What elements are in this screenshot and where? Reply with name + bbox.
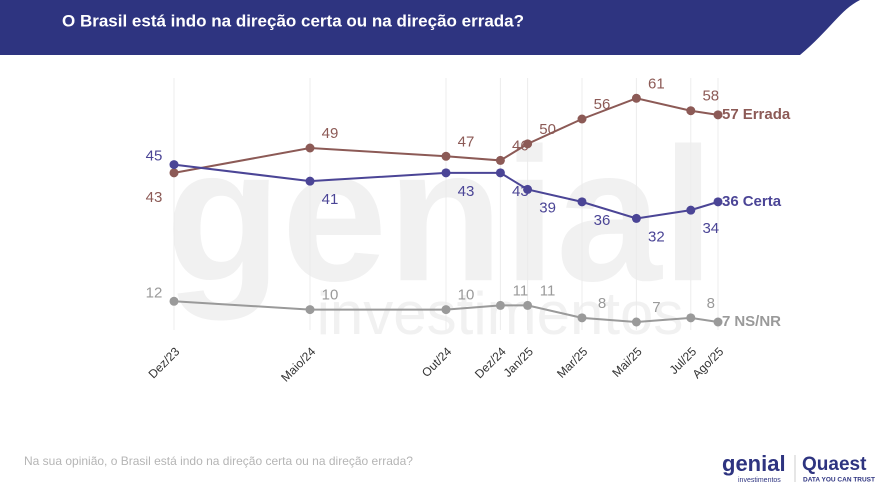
data-point — [631, 213, 641, 223]
chart-title: O Brasil está indo na direção certa ou n… — [62, 11, 524, 30]
x-tick-label: Mar/25 — [554, 344, 591, 381]
data-label: 34 — [702, 220, 719, 237]
legend-label: Errada — [743, 106, 791, 123]
data-point — [713, 317, 723, 327]
data-point — [169, 296, 179, 306]
legend-label: NS/NR — [734, 313, 781, 330]
data-label: 11 — [513, 282, 529, 299]
data-point — [495, 168, 505, 178]
x-tick-label: Ago/25 — [690, 344, 727, 381]
data-label: 7 — [652, 299, 660, 316]
data-label: 32 — [648, 228, 665, 245]
logo-quaest: Quaest — [802, 454, 867, 475]
legend-label: Certa — [743, 193, 782, 210]
data-label: 8 — [707, 295, 715, 312]
x-tick-label: Dez/23 — [146, 344, 183, 381]
data-point — [441, 151, 451, 161]
logo-genial: genial — [722, 451, 786, 476]
data-point — [631, 317, 641, 327]
data-label: 49 — [322, 125, 339, 142]
data-point — [169, 168, 179, 178]
end-label: 36 Certa — [722, 193, 782, 210]
data-point — [686, 106, 696, 116]
data-label: 61 — [648, 75, 665, 92]
data-point — [686, 313, 696, 323]
data-label: 50 — [539, 121, 556, 138]
x-tick-label: Mai/25 — [609, 344, 645, 380]
logo-quaest-sub: DATA YOU CAN TRUST — [803, 477, 875, 484]
x-tick-label: Maio/24 — [278, 344, 318, 384]
end-label: 7 NS/NR — [722, 313, 781, 330]
data-label: 58 — [702, 88, 719, 105]
x-tick-label: Out/24 — [419, 344, 455, 380]
data-point — [577, 114, 587, 124]
data-label: 11 — [540, 282, 556, 299]
data-point — [631, 93, 641, 103]
data-label: 7 — [722, 313, 730, 330]
data-label: 36 — [722, 193, 739, 210]
data-point — [305, 176, 315, 186]
x-tick-label: Jan/25 — [501, 344, 537, 380]
data-label: 57 — [722, 106, 739, 123]
x-tick-label: Dez/24 — [472, 344, 509, 381]
data-label: 43 — [458, 183, 475, 200]
data-point — [169, 160, 179, 170]
data-label: 45 — [146, 148, 163, 165]
data-label: 10 — [458, 287, 475, 304]
data-label: 39 — [539, 199, 556, 216]
data-point — [523, 139, 533, 149]
data-label: 41 — [322, 191, 339, 208]
footnote: Na sua opinião, o Brasil está indo na di… — [24, 454, 413, 468]
end-label: 57 Errada — [722, 106, 791, 123]
data-point — [523, 300, 533, 310]
data-point — [495, 300, 505, 310]
data-point — [441, 168, 451, 178]
data-point — [305, 143, 315, 153]
header-band — [0, 0, 860, 55]
data-point — [686, 205, 696, 215]
data-point — [713, 110, 723, 120]
data-point — [441, 305, 451, 315]
logo-genial-sub: investimentos — [738, 477, 781, 484]
data-label: 12 — [146, 284, 163, 301]
data-point — [713, 197, 723, 207]
data-label: 8 — [598, 295, 606, 312]
data-label: 36 — [594, 212, 611, 229]
data-label: 43 — [146, 189, 163, 206]
data-label: 47 — [458, 133, 475, 150]
data-point — [523, 184, 533, 194]
data-point — [305, 305, 315, 315]
data-point — [577, 197, 587, 207]
data-point — [495, 155, 505, 165]
data-point — [577, 313, 587, 323]
data-label: 10 — [322, 287, 339, 304]
data-label: 56 — [594, 96, 611, 113]
